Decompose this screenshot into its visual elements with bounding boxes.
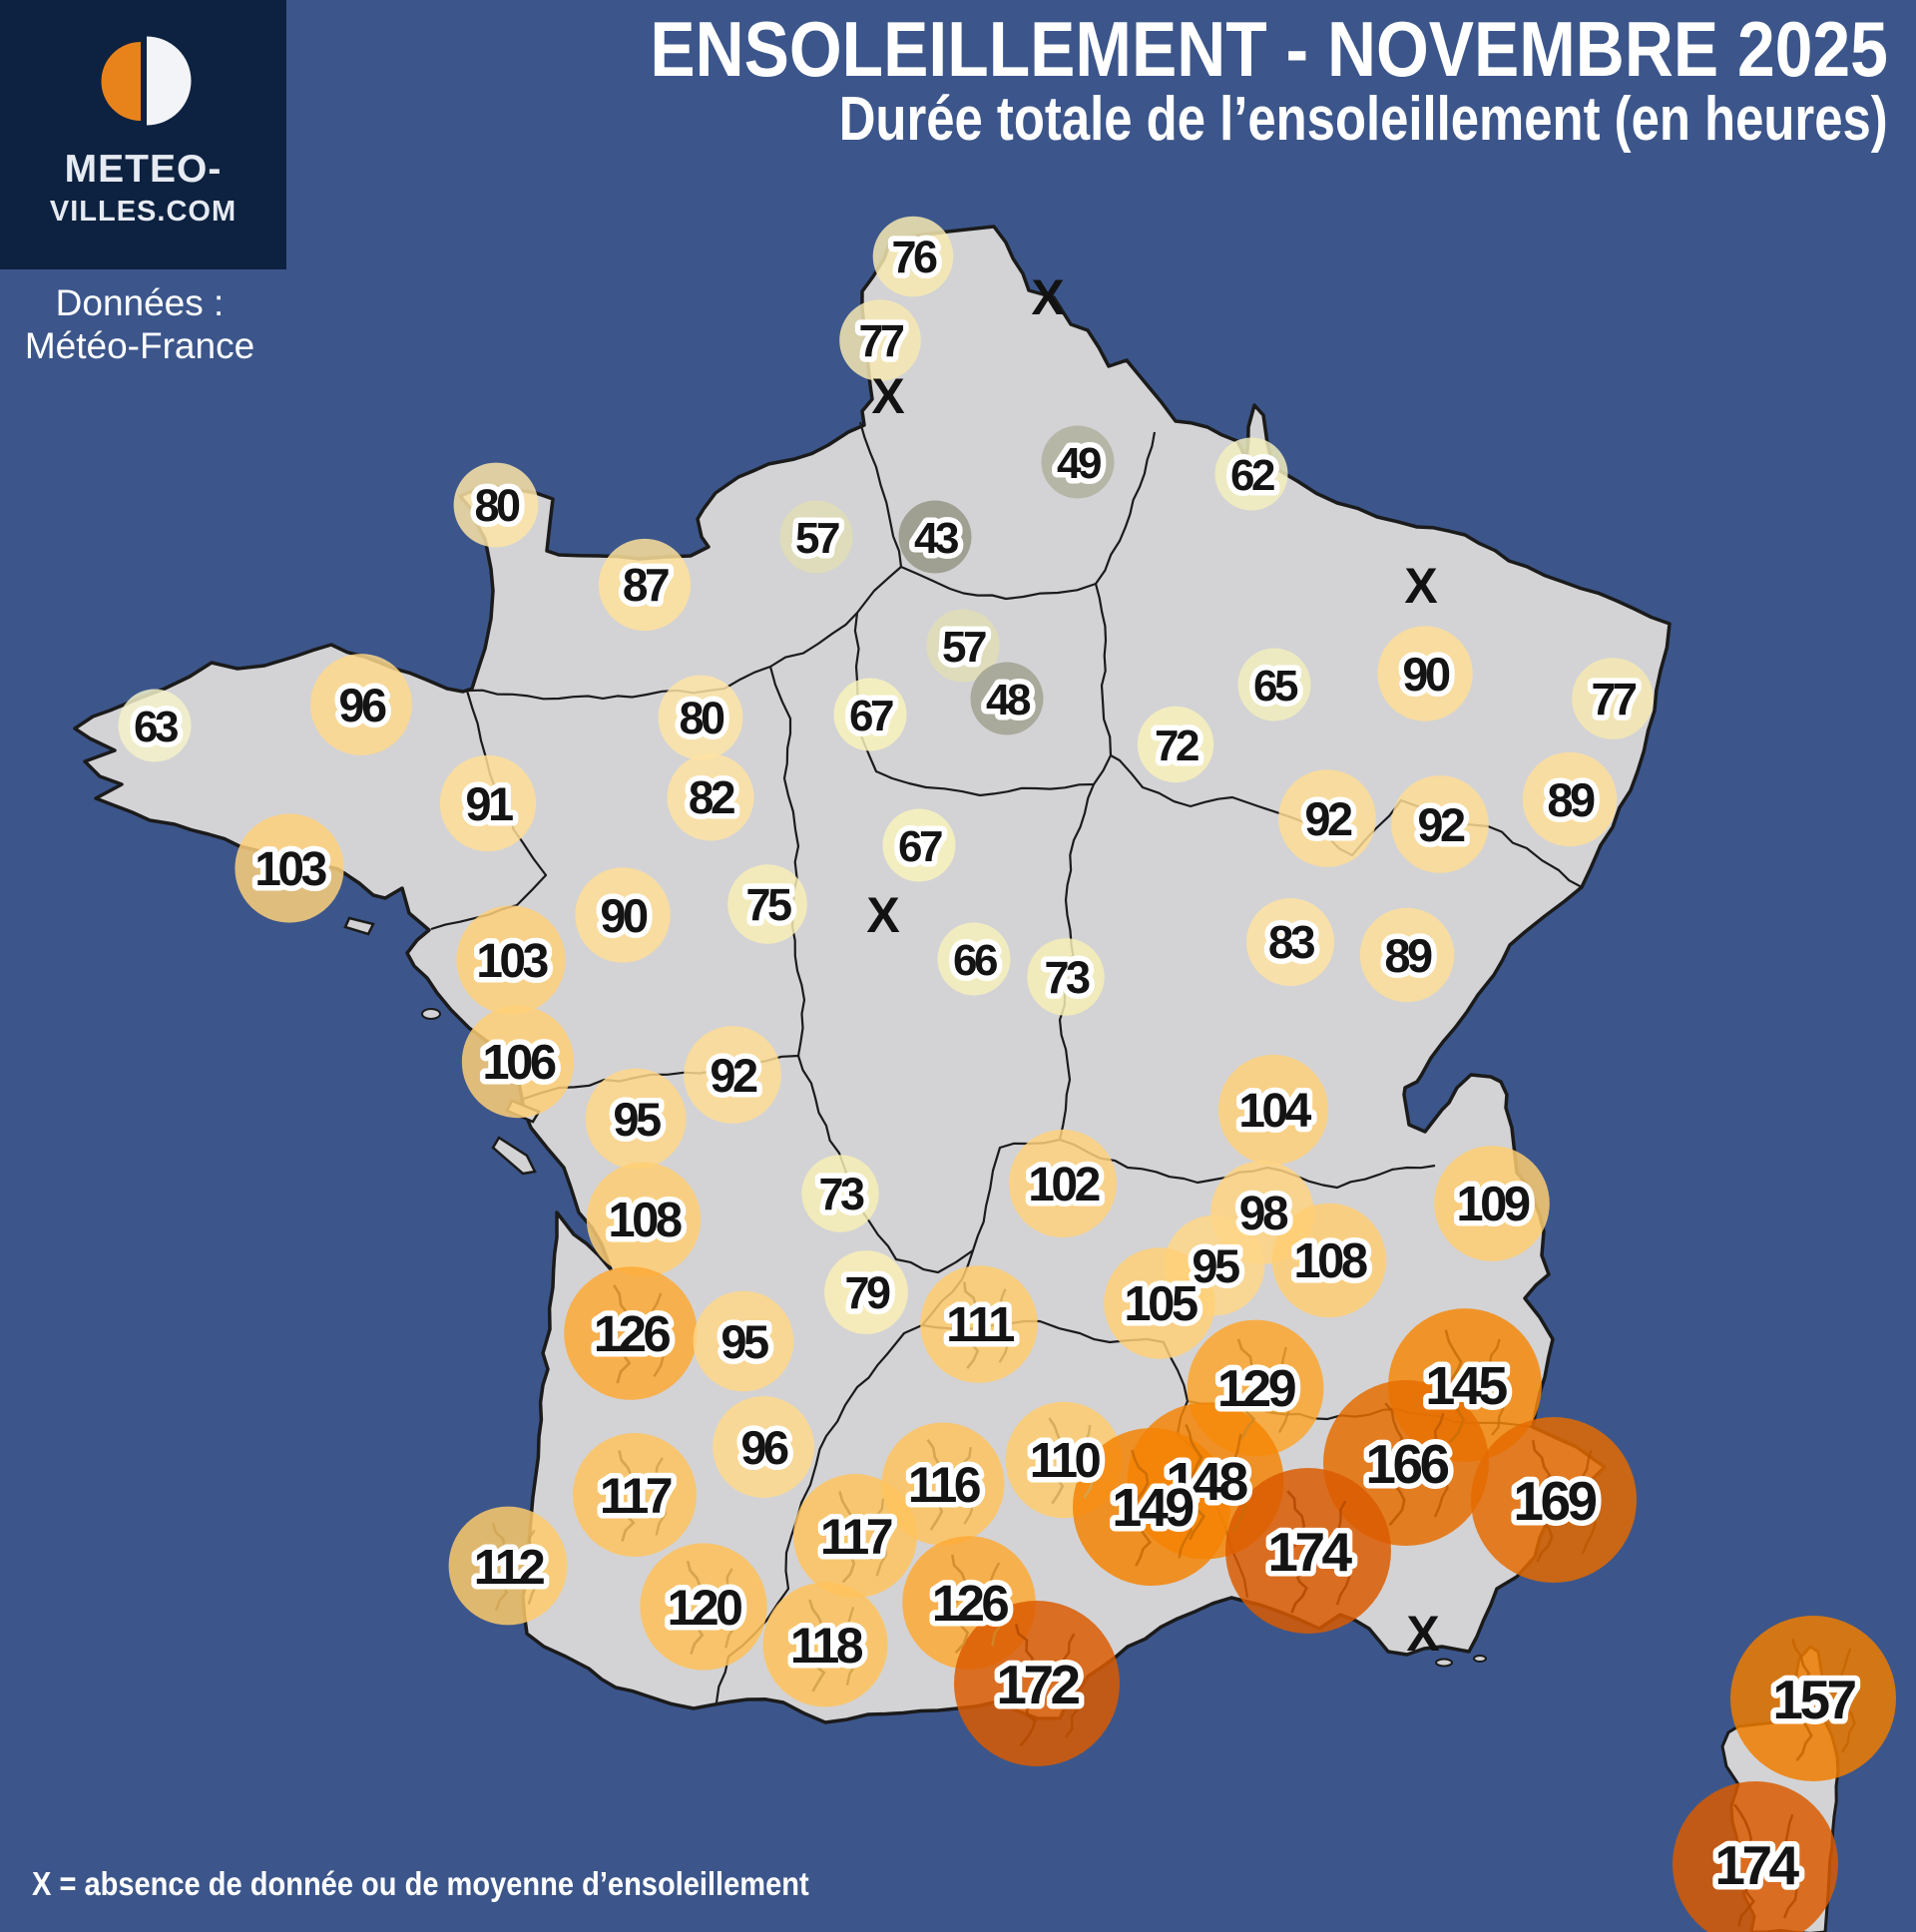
svg-text:112: 112 [474,1541,545,1595]
svg-text:110: 110 [1030,1434,1101,1488]
svg-text:102: 102 [1028,1159,1099,1211]
svg-text:149: 149 [1112,1478,1194,1538]
svg-text:172: 172 [996,1654,1079,1715]
svg-text:91: 91 [465,777,513,830]
svg-text:117: 117 [820,1509,892,1565]
svg-text:96: 96 [740,1421,788,1474]
svg-text:87: 87 [623,559,669,611]
svg-text:126: 126 [594,1305,671,1362]
svg-text:90: 90 [600,889,648,942]
svg-text:95: 95 [1192,1239,1239,1292]
svg-text:X: X [871,368,904,424]
svg-text:76: 76 [891,232,937,282]
svg-text:108: 108 [1293,1234,1367,1288]
svg-text:111: 111 [946,1298,1014,1352]
svg-text:106: 106 [482,1036,556,1090]
svg-text:73: 73 [1044,952,1090,1003]
svg-text:103: 103 [254,843,325,896]
svg-text:95: 95 [613,1093,661,1146]
svg-text:66: 66 [953,936,997,985]
svg-text:89: 89 [1384,929,1432,982]
svg-text:63: 63 [134,703,178,751]
svg-text:80: 80 [679,693,724,743]
svg-text:148: 148 [1166,1452,1247,1512]
svg-text:77: 77 [1591,674,1637,724]
svg-text:120: 120 [668,1580,742,1636]
svg-text:98: 98 [1239,1188,1288,1240]
svg-text:96: 96 [338,679,386,731]
svg-text:109: 109 [1456,1178,1530,1231]
svg-text:62: 62 [1230,451,1274,500]
svg-text:174: 174 [1714,1834,1799,1896]
svg-text:95: 95 [720,1315,768,1368]
svg-text:80: 80 [474,480,520,531]
svg-text:116: 116 [908,1457,980,1513]
svg-text:83: 83 [1268,916,1314,968]
svg-text:166: 166 [1365,1433,1448,1495]
svg-text:92: 92 [1304,792,1352,845]
svg-text:104: 104 [1238,1085,1311,1138]
svg-text:67: 67 [898,822,942,871]
svg-text:92: 92 [710,1049,757,1102]
svg-text:X: X [866,887,899,943]
svg-text:X: X [1406,1606,1439,1662]
svg-text:108: 108 [608,1194,682,1247]
svg-text:77: 77 [858,315,904,366]
svg-text:57: 57 [942,623,986,672]
svg-text:118: 118 [790,1618,863,1674]
svg-text:67: 67 [849,692,893,740]
svg-text:73: 73 [818,1169,864,1219]
svg-text:145: 145 [1425,1356,1507,1416]
svg-text:103: 103 [476,935,547,988]
svg-text:105: 105 [1124,1277,1198,1331]
svg-text:72: 72 [1155,722,1198,770]
svg-text:117: 117 [600,1468,672,1524]
svg-text:X: X [1404,558,1437,614]
svg-text:126: 126 [932,1575,1009,1632]
svg-text:82: 82 [689,771,734,823]
svg-text:79: 79 [844,1267,890,1318]
svg-text:92: 92 [1417,798,1465,851]
svg-text:49: 49 [1057,439,1101,488]
svg-text:48: 48 [986,676,1031,724]
svg-text:65: 65 [1253,662,1298,711]
svg-text:129: 129 [1217,1360,1295,1418]
svg-text:90: 90 [1402,648,1450,701]
svg-text:157: 157 [1772,1669,1855,1730]
svg-text:169: 169 [1513,1470,1596,1532]
svg-text:57: 57 [795,514,839,563]
svg-text:174: 174 [1267,1521,1352,1583]
svg-text:89: 89 [1547,773,1595,826]
svg-text:X: X [1031,269,1064,325]
svg-text:43: 43 [914,514,958,563]
svg-text:75: 75 [745,879,791,930]
